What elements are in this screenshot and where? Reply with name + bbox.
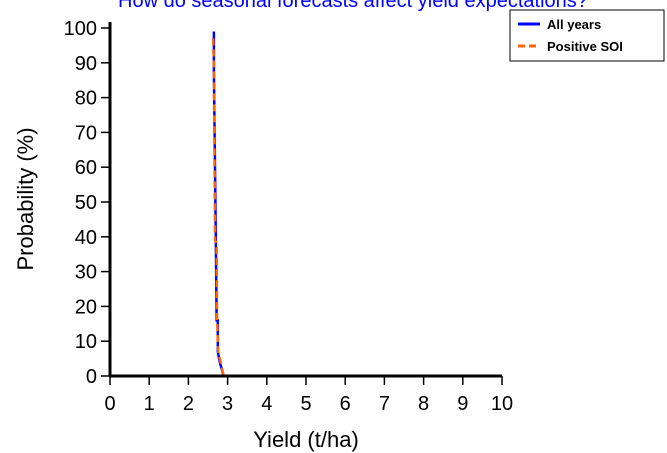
legend-label: Positive SOI (547, 39, 623, 54)
legend-items: All years Positive SOI (518, 17, 623, 54)
chart-title: How do seasonal forecasts affect yield e… (118, 0, 588, 12)
x-tick-label: 7 (379, 393, 390, 415)
y-tick-label: 10 (75, 331, 97, 353)
series-line-2 (211, 38, 225, 377)
y-tick-label: 60 (75, 157, 97, 179)
x-axis-label: Yield (t/ha) (253, 427, 359, 452)
legend-label: All years (547, 17, 601, 32)
y-tick-label: 90 (75, 53, 97, 75)
y-tick-label: 80 (75, 88, 97, 110)
x-tick-label: 5 (300, 393, 311, 415)
series-lines (211, 31, 225, 377)
x-tick-label: 8 (418, 393, 429, 415)
y-tick-label: 50 (75, 192, 97, 214)
x-tick-label: 1 (144, 393, 155, 415)
y-tick-label: 100 (64, 18, 97, 40)
x-tick-label: 0 (104, 393, 115, 415)
x-tick-label: 3 (222, 393, 233, 415)
plot-area: 0 1 2 3 4 5 6 7 8 9 10 0 10 20 30 40 50 60 70 80 90 100 (64, 18, 514, 415)
x-tick-label: 10 (491, 393, 513, 415)
legend-box (509, 9, 665, 62)
y-tick-label: 40 (75, 227, 97, 249)
x-tick-label: 9 (457, 393, 468, 415)
x-tick-label: 2 (183, 393, 194, 415)
x-tick-label: 4 (261, 393, 272, 415)
x-ticks: 0 1 2 3 4 5 6 7 8 9 10 (104, 376, 513, 415)
y-tick-label: 30 (75, 262, 97, 284)
y-axis-label: Probability (%) (13, 127, 38, 270)
y-tick-label: 0 (86, 366, 97, 388)
y-ticks: 0 10 20 30 40 50 60 70 80 90 100 (64, 18, 110, 388)
y-tick-label: 70 (75, 122, 97, 144)
y-tick-label: 20 (75, 296, 97, 318)
legend: All years Positive SOI (509, 9, 665, 62)
x-tick-label: 6 (340, 393, 351, 415)
